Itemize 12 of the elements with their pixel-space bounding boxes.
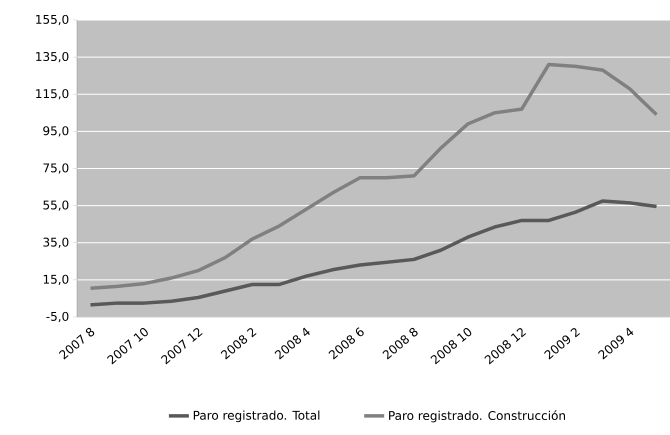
y-tick-label: 155,0 — [36, 14, 68, 26]
y-tick-label: -5,0 — [46, 312, 68, 322]
legend-label: Paro registrado. Total — [194, 410, 320, 422]
y-tick-label: 55,0 — [43, 200, 68, 211]
y-tick-label: 75,0 — [43, 163, 68, 174]
y-tick-label: 135,0 — [36, 52, 68, 62]
y-tick-label: 15,0 — [44, 274, 68, 286]
legend-label: Paro registrado. Construcción — [389, 410, 566, 422]
y-tick-label: 115,0 — [36, 89, 68, 100]
y-tick-label: 35,0 — [43, 238, 68, 248]
y-tick-label: 95,0 — [43, 126, 68, 137]
line-series — [88, 62, 658, 290]
